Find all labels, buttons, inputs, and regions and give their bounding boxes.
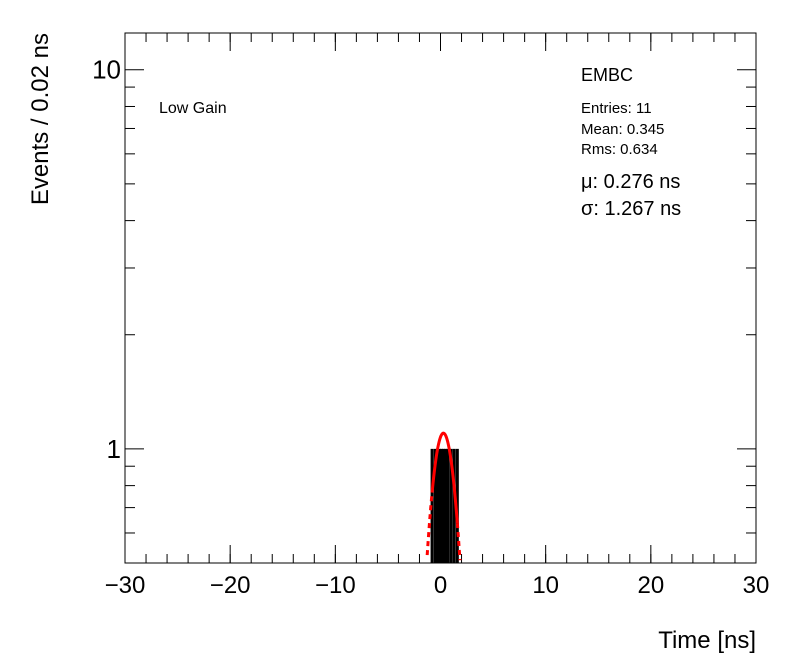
y-axis-label: Events / 0.02 ns	[27, 33, 54, 205]
histogram-bar	[442, 448, 446, 563]
fit-curve-extrapolated	[455, 522, 462, 561]
chart-title: EMBC	[581, 65, 633, 85]
x-axis-label: Time [ns]	[658, 627, 756, 654]
x-tick-label: −10	[315, 572, 356, 599]
histogram-bar	[440, 448, 444, 563]
fit-curve	[430, 431, 459, 524]
fit-curve-extrapolated	[425, 492, 434, 556]
y-tick-label: 1	[107, 434, 121, 464]
histogram-bar	[452, 448, 456, 563]
fit-sigma: σ: 1.267 ns	[581, 198, 681, 220]
x-tick-label: 30	[743, 572, 770, 599]
histogram-bar	[435, 448, 439, 563]
x-tick-label: −20	[210, 572, 251, 599]
stat-rms: Rms: 0.634	[581, 141, 658, 158]
histogram-bar	[433, 448, 437, 563]
histogram-bar	[437, 448, 441, 563]
histogram-bar	[444, 448, 448, 563]
histogram-bar	[449, 448, 453, 563]
y-tick-label: 10	[92, 55, 121, 85]
fit-mean: μ: 0.276 ns	[581, 171, 680, 193]
subtitle: Low Gain	[159, 100, 227, 117]
x-tick-label: −30	[105, 572, 146, 599]
stat-entries: Entries: 11	[581, 100, 652, 117]
histogram-bar	[446, 448, 450, 563]
x-tick-label: 20	[637, 572, 664, 599]
stat-mean: Mean: 0.345	[581, 121, 664, 138]
x-tick-label: 0	[434, 572, 447, 599]
x-tick-label: 10	[532, 572, 559, 599]
